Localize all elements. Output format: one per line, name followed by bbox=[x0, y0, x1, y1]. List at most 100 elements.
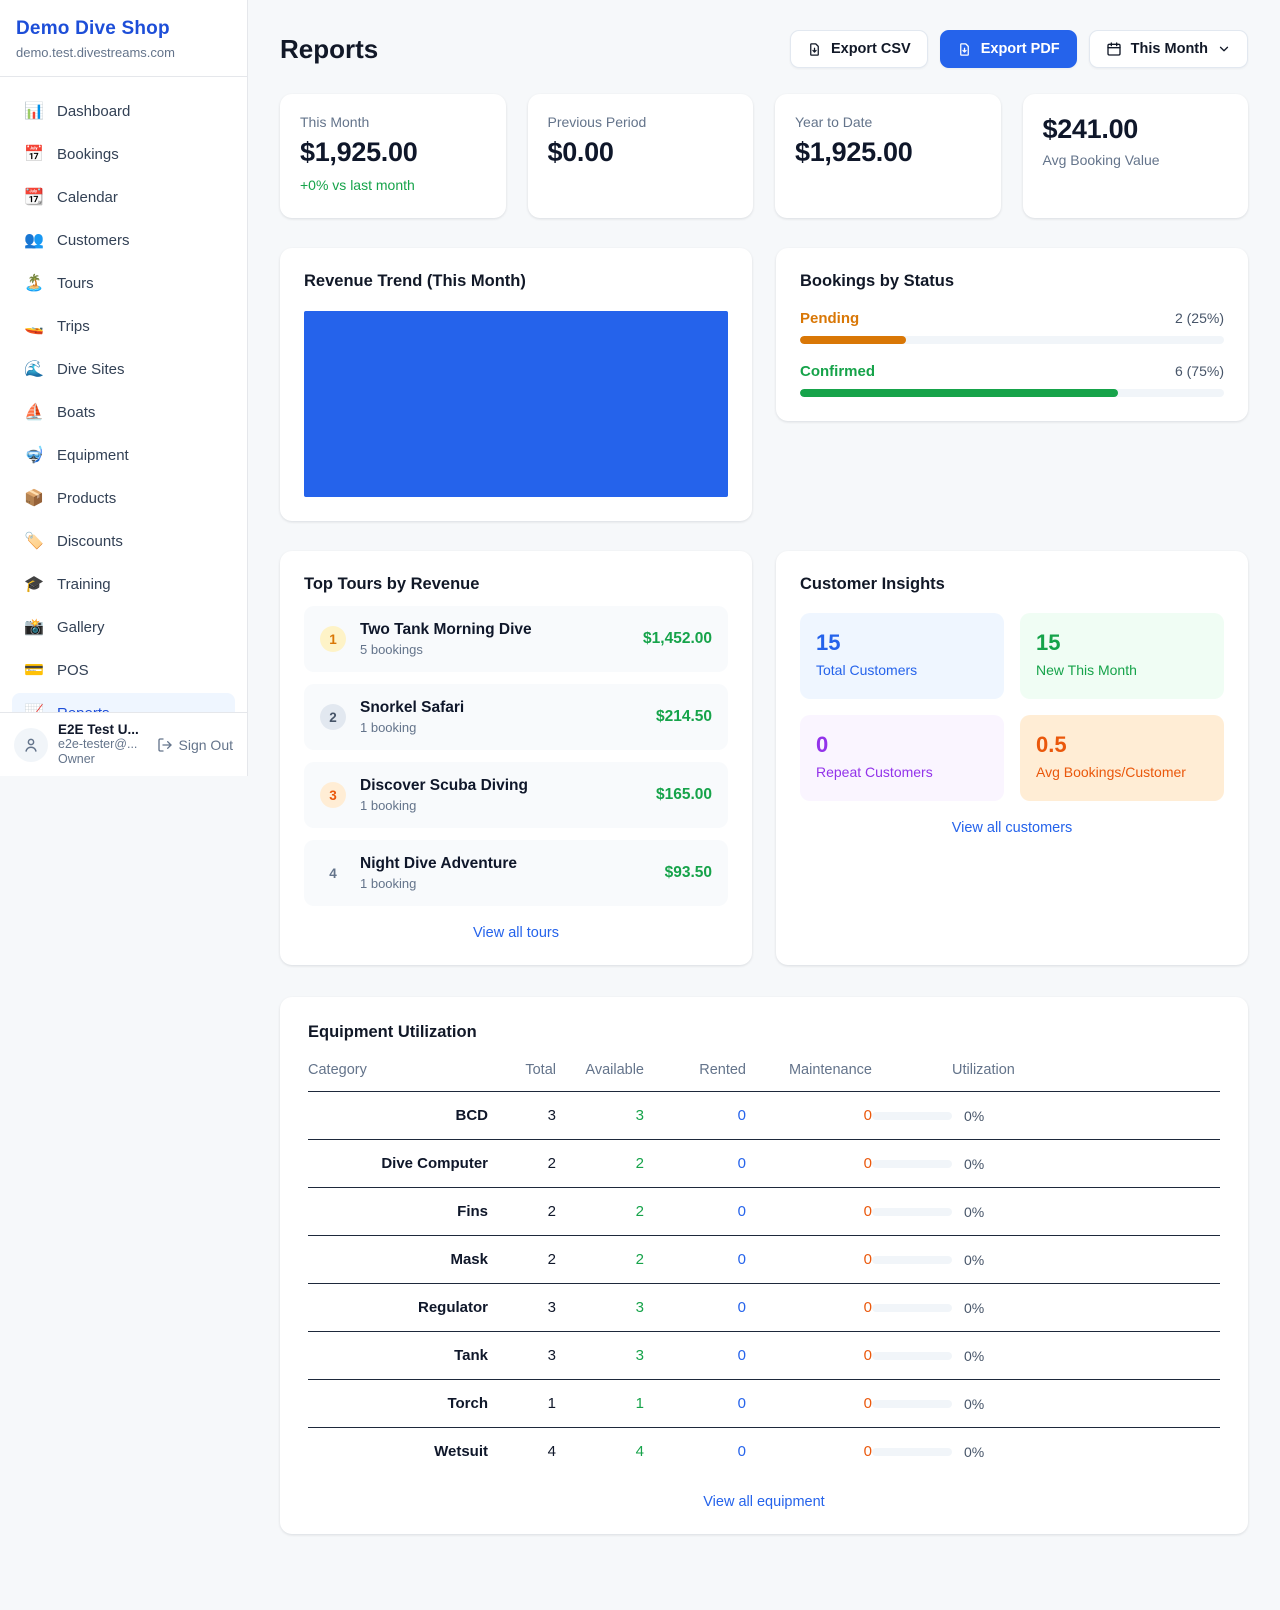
user-panel: E2E Test U... e2e-tester@... Owner Sign … bbox=[0, 712, 247, 776]
progress-fill-confirmed bbox=[800, 389, 1118, 397]
tile-value: 0 bbox=[816, 732, 829, 757]
cell-rented: 0 bbox=[644, 1139, 746, 1188]
tile-label: Total Customers bbox=[816, 662, 918, 678]
export-pdf-button[interactable]: Export PDF bbox=[939, 30, 1077, 68]
person-icon bbox=[25, 738, 37, 752]
cell-category: BCD bbox=[308, 1091, 488, 1140]
cell-maintenance: 0 bbox=[863, 1443, 872, 1460]
sidebar-nav: 📊 Dashboard 📅 Bookings 📆 Calendar 👥 Cust… bbox=[0, 77, 247, 736]
sidebar-item-equipment[interactable]: 🤿 Equipment bbox=[12, 435, 235, 475]
sidebar-item-label: Discounts bbox=[57, 532, 123, 550]
col-maintenance: Maintenance bbox=[746, 1058, 872, 1092]
sidebar-item-label: Dive Sites bbox=[57, 360, 125, 378]
utilization-bar bbox=[872, 1207, 952, 1216]
sidebar-item-label: Dashboard bbox=[57, 102, 131, 120]
chevron-down-icon bbox=[1219, 46, 1229, 52]
stat-label: This Month bbox=[300, 114, 370, 130]
tour-revenue: $93.50 bbox=[664, 864, 712, 881]
export-pdf-label: Export PDF bbox=[980, 41, 1060, 57]
sign-out-button[interactable]: Sign Out bbox=[157, 737, 233, 753]
top-tours-card: Top Tours by Revenue 1 Two Tank Morning … bbox=[280, 551, 752, 965]
tile-label: New This Month bbox=[1036, 662, 1137, 678]
sidebar-item-calendar[interactable]: 📆 Calendar bbox=[12, 177, 235, 217]
view-all-equipment-link[interactable]: View all equipment bbox=[703, 1494, 825, 1510]
page-header: Reports Export CSV Export PDF This Month bbox=[280, 30, 1248, 68]
table-header-row: Category Total Available Rented Maintena… bbox=[308, 1058, 1220, 1092]
period-label: This Month bbox=[1130, 41, 1208, 57]
status-value-confirmed: 6 (75%) bbox=[1174, 363, 1224, 379]
speedboat-icon: 🚤 bbox=[24, 318, 44, 335]
utilization-bar bbox=[872, 1399, 952, 1408]
sidebar-item-discounts[interactable]: 🏷️ Discounts bbox=[12, 521, 235, 561]
tour-revenue: $1,452.00 bbox=[643, 630, 712, 647]
sidebar-item-bookings[interactable]: 📅 Bookings bbox=[12, 134, 235, 174]
sidebar-item-label: Customers bbox=[57, 231, 130, 249]
col-total: Total bbox=[488, 1058, 556, 1092]
cell-maintenance: 0 bbox=[746, 1235, 872, 1284]
sidebar-item-customers[interactable]: 👥 Customers bbox=[12, 220, 235, 260]
cell-rented: 0 bbox=[644, 1283, 746, 1332]
tour-revenue: $165.00 bbox=[655, 786, 712, 803]
table-row: Fins 2 2 0 0 0% bbox=[308, 1187, 1220, 1236]
sidebar-header: Demo Dive Shop demo.test.divestreams.com bbox=[0, 0, 247, 77]
sailboat-icon: ⛵ bbox=[24, 404, 44, 421]
tour-bookings: 1 booking bbox=[360, 720, 417, 735]
sidebar-item-label: POS bbox=[57, 661, 89, 679]
tour-name: Snorkel Safari bbox=[360, 699, 465, 716]
sidebar-item-dashboard[interactable]: 📊 Dashboard bbox=[12, 91, 235, 131]
charts-row: Revenue Trend (This Month) Bookings by S… bbox=[280, 248, 1248, 521]
tile-label: Avg Bookings/Customer bbox=[1036, 764, 1186, 780]
cell-utilization: 0% bbox=[964, 1155, 985, 1172]
revenue-trend-title: Revenue Trend (This Month) bbox=[304, 272, 526, 290]
cell-rented: 0 bbox=[644, 1091, 746, 1140]
sidebar-item-gallery[interactable]: 📸 Gallery bbox=[12, 607, 235, 647]
cell-available: 1 bbox=[556, 1379, 644, 1428]
sidebar-item-boats[interactable]: ⛵ Boats bbox=[12, 392, 235, 432]
sidebar-item-pos[interactable]: 💳 POS bbox=[12, 650, 235, 690]
credit-card-icon: 💳 bbox=[24, 662, 44, 679]
sidebar-item-label: Gallery bbox=[57, 618, 105, 636]
period-dropdown[interactable]: This Month bbox=[1088, 30, 1248, 68]
sidebar-item-trips[interactable]: 🚤 Trips bbox=[12, 306, 235, 346]
customers-icon: 👥 bbox=[24, 232, 44, 249]
utilization-bar bbox=[872, 1159, 952, 1168]
cell-available: 3 bbox=[556, 1091, 644, 1140]
shop-title: Demo Dive Shop bbox=[16, 18, 170, 39]
cell-available: 2 bbox=[556, 1187, 644, 1236]
page-title: Reports bbox=[280, 33, 379, 64]
package-icon: 📦 bbox=[24, 490, 44, 507]
bookings-by-status-title: Bookings by Status bbox=[800, 272, 955, 290]
revenue-trend-chart bbox=[304, 311, 728, 497]
export-csv-button[interactable]: Export CSV bbox=[789, 30, 928, 68]
sidebar-item-products[interactable]: 📦 Products bbox=[12, 478, 235, 518]
user-name: E2E Test U... bbox=[58, 722, 139, 737]
stats-row: This Month $1,925.00 +0% vs last month P… bbox=[280, 94, 1248, 218]
cell-total: 1 bbox=[488, 1379, 556, 1428]
dashboard-icon: 📊 bbox=[24, 103, 44, 120]
island-icon: 🏝️ bbox=[24, 275, 44, 292]
col-utilization: Utilization bbox=[872, 1058, 1220, 1092]
tile-value: 15 bbox=[1036, 630, 1061, 655]
progress-track bbox=[800, 389, 1224, 397]
col-category: Category bbox=[308, 1058, 488, 1092]
cell-category: Torch bbox=[308, 1379, 488, 1428]
sidebar-item-tours[interactable]: 🏝️ Tours bbox=[12, 263, 235, 303]
calendar-icon bbox=[1107, 42, 1121, 56]
stat-delta: +0% vs last month bbox=[300, 177, 415, 193]
cell-utilization: 0% bbox=[964, 1203, 985, 1220]
cell-category: Tank bbox=[308, 1331, 488, 1380]
cell-maintenance: 0 bbox=[746, 1331, 872, 1380]
view-all-tours-link[interactable]: View all tours bbox=[473, 925, 559, 941]
view-all-customers-link[interactable]: View all customers bbox=[951, 820, 1073, 836]
sidebar-item-dive-sites[interactable]: 🌊 Dive Sites bbox=[12, 349, 235, 389]
sidebar-item-label: Calendar bbox=[57, 188, 118, 206]
file-download-icon bbox=[810, 42, 819, 56]
tile-label: Repeat Customers bbox=[816, 764, 933, 780]
sidebar-item-label: Tours bbox=[57, 274, 94, 292]
sidebar-item-label: Trips bbox=[57, 317, 90, 335]
sidebar-item-training[interactable]: 🎓 Training bbox=[12, 564, 235, 604]
status-label-confirmed: Confirmed bbox=[800, 363, 875, 380]
cell-category: Wetsuit bbox=[434, 1443, 488, 1460]
header-actions: Export CSV Export PDF This Month bbox=[789, 30, 1248, 68]
export-csv-label: Export CSV bbox=[830, 41, 911, 57]
